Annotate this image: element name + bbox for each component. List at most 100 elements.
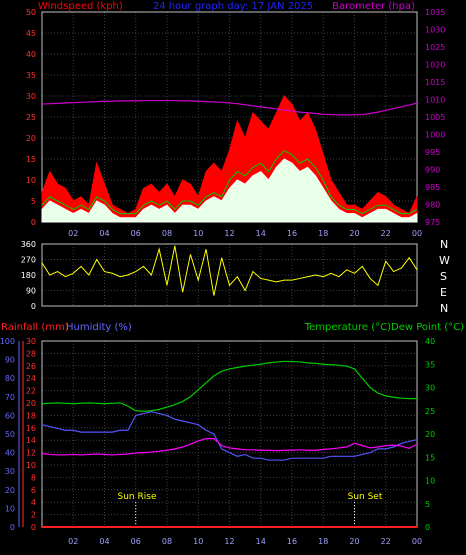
- direction-tick-label: 0: [31, 302, 36, 311]
- dew-point-line: [41, 438, 418, 456]
- x-tick-label: 00: [412, 229, 422, 238]
- x-tick-label: 08: [162, 537, 172, 546]
- x-tick-label: 16: [287, 537, 297, 546]
- x-tick-label: 18: [318, 229, 328, 238]
- rainfall-tick-label: 28: [26, 349, 36, 358]
- wind-barometer-panel: 0510152025303540455097598098599099510001…: [26, 8, 446, 238]
- direction-letter-n: N: [440, 238, 448, 251]
- temperature-tick-label: 10: [425, 477, 435, 486]
- rainfall-tick-label: 12: [26, 449, 36, 458]
- humidity-tick-label: 0: [10, 523, 15, 532]
- humidity-tick-label: 50: [5, 430, 15, 439]
- x-tick-label: 06: [131, 537, 141, 546]
- humidity-tick-label: 20: [5, 486, 15, 495]
- x-tick-label: 08: [162, 229, 172, 238]
- direction-letter-e: E: [440, 286, 447, 299]
- windspeed-tick-label: 40: [26, 50, 36, 59]
- barometer-tick-label: 1005: [425, 113, 445, 122]
- temperature-tick-label: 15: [425, 453, 435, 462]
- humidity-tick-label: 30: [5, 467, 15, 476]
- wind-direction-panel: 0 90 180 270 360: [21, 240, 418, 311]
- barometer-tick-label: 1015: [425, 78, 445, 87]
- windspeed-tick-label: 35: [26, 71, 36, 80]
- barometer-tick-label: 995: [425, 148, 440, 157]
- windspeed-tick-label: 10: [26, 176, 36, 185]
- humidity-tick-label: 10: [5, 504, 15, 513]
- sunrise-label: Sun Rise: [118, 492, 157, 502]
- rainfall-tick-label: 26: [26, 362, 36, 371]
- average-wind-area: [41, 158, 418, 223]
- humidity-tick-label: 80: [5, 374, 15, 383]
- x-tick-label: 20: [349, 229, 359, 238]
- rainfall-tick-label: 8: [31, 473, 36, 482]
- temperature-axis-title: Temperature (°C): [304, 322, 391, 333]
- windspeed-tick-label: 20: [26, 134, 36, 143]
- barometer-tick-label: 1020: [425, 61, 445, 70]
- direction-tick-label: 180: [21, 271, 36, 280]
- barometer-tick-label: 1035: [425, 8, 445, 17]
- x-tick-label: 16: [287, 229, 297, 238]
- humidity-tick-label: 40: [5, 449, 15, 458]
- temperature-tick-label: 35: [425, 360, 435, 369]
- windspeed-tick-label: 30: [26, 92, 36, 101]
- barometer-tick-label: 985: [425, 183, 440, 192]
- temperature-tick-label: 25: [425, 407, 435, 416]
- windspeed-tick-label: 45: [26, 29, 36, 38]
- windspeed-tick-label: 0: [31, 218, 36, 227]
- humidity-line: [41, 411, 418, 461]
- x-tick-label: 00: [412, 537, 422, 546]
- direction-tick-label: 90: [26, 287, 36, 296]
- x-tick-label: 14: [256, 537, 266, 546]
- temperature-tick-label: 40: [425, 337, 435, 346]
- temperature-tick-label: 5: [425, 500, 430, 509]
- x-tick-label: 18: [318, 537, 328, 546]
- rainfall-tick-label: 16: [26, 424, 36, 433]
- sunset-label: Sun Set: [348, 492, 383, 502]
- direction-letter-n-bottom: N: [440, 302, 448, 315]
- barometer-line: [41, 99, 418, 116]
- rainfall-tick-label: 6: [31, 486, 36, 495]
- humidity-axis-title: Humidity (%): [66, 322, 132, 333]
- temperature-line: [41, 360, 417, 412]
- rainfall-tick-label: 2: [31, 511, 36, 520]
- barometer-tick-label: 1030: [425, 26, 445, 35]
- rainfall-tick-label: 18: [26, 411, 36, 420]
- temperature-tick-label: 0: [425, 523, 430, 532]
- direction-tick-label: 360: [21, 240, 36, 249]
- barometer-tick-label: 990: [425, 166, 440, 175]
- rainfall-tick-label: 0: [31, 523, 36, 532]
- x-tick-label: 22: [381, 537, 391, 546]
- rainfall-axis-title: Rainfall (mm): [1, 322, 69, 333]
- average-wind-line: [41, 149, 418, 215]
- barometer-tick-label: 975: [425, 218, 440, 227]
- rainfall-tick-label: 10: [26, 461, 36, 470]
- windspeed-tick-label: 50: [26, 8, 36, 17]
- x-tick-label: 12: [224, 537, 234, 546]
- x-tick-label: 10: [193, 537, 203, 546]
- barometer-axis-title: Barometer (hpa): [332, 1, 415, 12]
- graph-title: 24 hour graph day: 17 JAN 2025: [153, 1, 313, 12]
- rainfall-tick-label: 24: [26, 374, 36, 383]
- windspeed-tick-label: 25: [26, 113, 36, 122]
- windspeed-tick-label: 5: [31, 197, 36, 206]
- barometer-tick-label: 1010: [425, 96, 445, 105]
- panel-frame: [41, 243, 418, 307]
- rainfall-tick-label: 14: [26, 436, 36, 445]
- rainfall-tick-label: 30: [26, 337, 36, 346]
- x-tick-label: 10: [193, 229, 203, 238]
- dew-point-axis-title: Dew Point (°C): [391, 322, 464, 333]
- x-tick-label: 12: [224, 229, 234, 238]
- windspeed-tick-label: 15: [26, 155, 36, 164]
- humidity-tick-label: 90: [5, 356, 15, 365]
- x-tick-label: 02: [68, 229, 78, 238]
- x-tick-label: 06: [131, 229, 141, 238]
- barometer-tick-label: 980: [425, 201, 440, 210]
- humidity-tick-label: 100: [0, 337, 15, 346]
- direction-tick-label: 270: [21, 256, 36, 265]
- barometer-tick-label: 1025: [425, 43, 445, 52]
- direction-letter-s: S: [440, 270, 447, 283]
- x-tick-label: 04: [99, 229, 109, 238]
- rainfall-tick-label: 20: [26, 399, 36, 408]
- x-tick-label: 02: [68, 537, 78, 546]
